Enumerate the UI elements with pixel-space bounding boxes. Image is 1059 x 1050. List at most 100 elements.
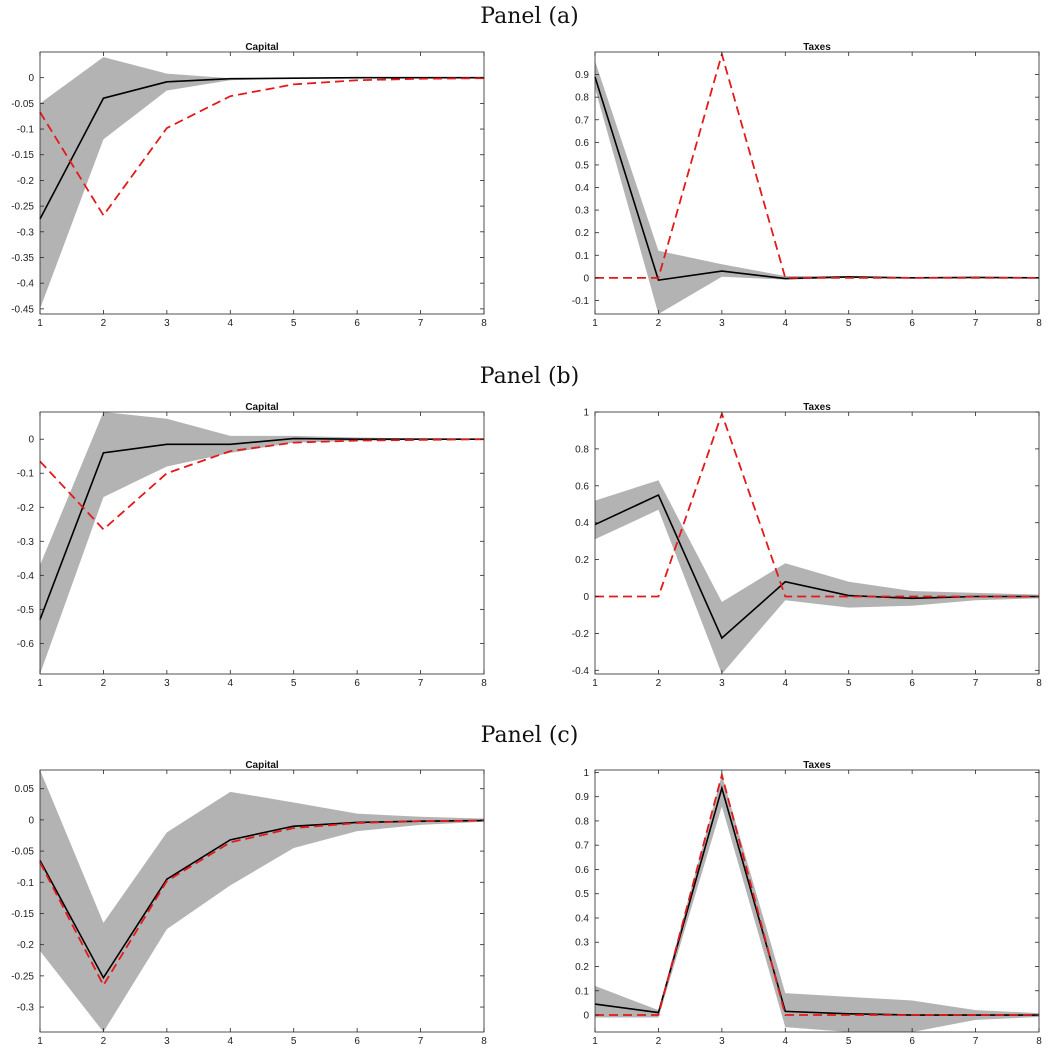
y-tick-label: 0.6 [575,138,589,149]
x-tick-label: 2 [656,318,662,329]
x-tick-label: 4 [228,678,234,689]
confidence-band [595,61,1039,314]
solid-series-line [595,77,1039,280]
x-tick-label: 3 [164,1036,170,1047]
y-tick-label: 0.9 [575,70,589,81]
y-tick-label: -0.4 [17,279,35,290]
y-tick-label: 0.5 [575,160,589,171]
x-tick-label: 1 [592,678,598,689]
y-tick-label: 0.8 [575,93,589,104]
x-tick-label: 5 [291,678,297,689]
y-tick-label: 0.8 [575,816,589,827]
y-tick-label: -0.35 [11,253,34,264]
x-tick-label: 4 [783,678,789,689]
x-tick-label: 3 [164,678,170,689]
confidence-band [40,412,484,674]
x-tick-label: 2 [101,678,107,689]
confidence-band [595,480,1039,674]
y-tick-label: 0 [583,1011,589,1022]
y-tick-label: 0.2 [575,962,589,973]
y-tick-label: -0.6 [17,639,35,650]
confidence-band [595,775,1039,1032]
y-tick-label: 1 [583,408,589,419]
y-tick-label: 0.05 [15,784,35,795]
x-tick-label: 6 [354,678,360,689]
confidence-band [40,770,484,1032]
chart-title: Taxes [803,760,831,771]
chart-title: Capital [245,402,279,413]
x-tick-label: 2 [101,318,107,329]
x-tick-label: 6 [909,318,915,329]
chart-title: Taxes [803,42,831,53]
y-tick-label: -0.1 [572,296,590,307]
chart-a-capital: 0-0.05-0.1-0.15-0.2-0.25-0.3-0.35-0.4-0.… [0,40,500,332]
dashed-series-line [595,775,1039,1015]
y-tick-label: 0.4 [575,518,589,529]
y-tick-label: 0.7 [575,115,589,126]
x-tick-label: 3 [719,678,725,689]
plot-area-frame [595,412,1039,674]
chart-title: Taxes [803,402,831,413]
x-tick-label: 6 [909,678,915,689]
x-tick-label: 5 [291,1036,297,1047]
panel-a-title: Panel (a) [0,4,1059,29]
y-tick-label: -0.5 [17,605,35,616]
y-tick-label: -0.3 [17,537,35,548]
x-tick-label: 5 [291,318,297,329]
chart-title: Capital [245,760,279,771]
y-tick-label: -0.2 [572,629,590,640]
y-tick-label: 0.4 [575,913,589,924]
y-tick-label: -0.4 [17,571,35,582]
y-tick-label: -0.2 [17,940,35,951]
x-tick-label: 6 [354,318,360,329]
x-tick-label: 2 [656,1036,662,1047]
y-tick-label: 0.6 [575,865,589,876]
solid-series-line [595,788,1039,1015]
y-tick-label: -0.45 [11,304,34,315]
y-tick-label: 0.9 [575,792,589,803]
x-tick-label: 1 [37,318,43,329]
x-tick-label: 6 [909,1036,915,1047]
x-tick-label: 2 [101,1036,107,1047]
x-tick-label: 1 [37,1036,43,1047]
y-tick-label: 0.4 [575,183,589,194]
y-tick-label: -0.1 [17,469,35,480]
dashed-series-line [595,54,1039,278]
x-tick-label: 3 [719,1036,725,1047]
x-tick-label: 4 [783,318,789,329]
y-tick-label: 0.2 [575,555,589,566]
x-tick-label: 8 [481,678,487,689]
x-tick-label: 1 [37,678,43,689]
y-tick-label: -0.05 [11,99,34,110]
x-tick-label: 1 [592,1036,598,1047]
y-tick-label: -0.4 [572,666,590,677]
y-tick-label: 0 [28,815,34,826]
x-tick-label: 1 [592,318,598,329]
plot-area-frame [595,770,1039,1032]
x-tick-label: 5 [846,1036,852,1047]
x-tick-label: 7 [418,1036,424,1047]
y-tick-label: 0.1 [575,986,589,997]
y-tick-label: 1 [583,768,589,779]
y-tick-label: 0.8 [575,444,589,455]
x-tick-label: 7 [973,318,979,329]
y-tick-label: 0.5 [575,889,589,900]
y-tick-label: -0.05 [11,847,34,858]
y-tick-label: -0.1 [17,878,35,889]
x-tick-label: 5 [846,678,852,689]
x-tick-label: 4 [783,1036,789,1047]
y-tick-label: -0.3 [17,1003,35,1014]
y-tick-label: 0 [583,273,589,284]
x-tick-label: 7 [973,1036,979,1047]
y-tick-label: 0.3 [575,206,589,217]
x-tick-label: 7 [418,678,424,689]
x-tick-label: 2 [656,678,662,689]
x-tick-label: 8 [481,1036,487,1047]
confidence-band [40,57,484,309]
y-tick-label: 0 [28,73,34,84]
y-tick-label: 0.2 [575,228,589,239]
